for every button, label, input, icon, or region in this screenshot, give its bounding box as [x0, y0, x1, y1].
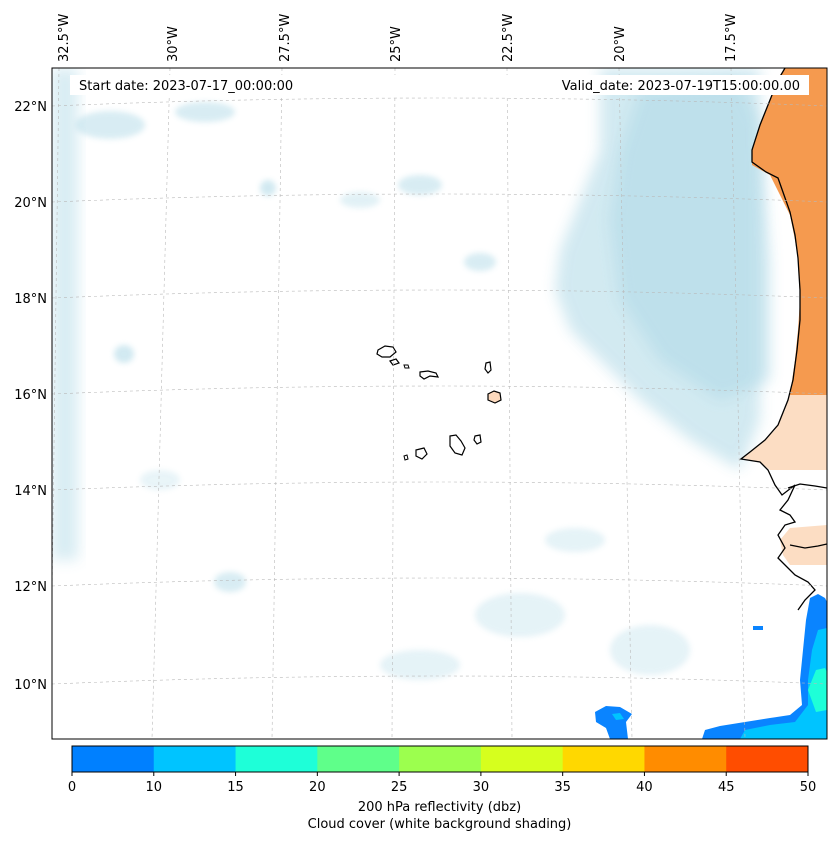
colorbar-segment	[317, 746, 400, 772]
colorbar-title-line1: 200 hPa reflectivity (dbz)	[357, 800, 522, 815]
cloud-patch	[545, 528, 605, 552]
lat-label: 12°N	[14, 580, 47, 595]
cloud-band-west	[52, 68, 78, 560]
lon-label: 32.5°W	[57, 14, 72, 62]
colorbar-segment	[726, 746, 809, 772]
colorbar-tick-label: 25	[391, 780, 408, 795]
cloud-patch	[140, 470, 180, 490]
colorbar-tick-label: 20	[309, 780, 326, 795]
lon-label: 20°W	[613, 26, 628, 62]
colorbar-title-line2: Cloud cover (white background shading)	[307, 817, 572, 832]
colorbar-segment	[480, 746, 564, 772]
colorbar-segment	[153, 746, 237, 772]
land-senegal-peach	[742, 395, 827, 470]
colorbar-frame	[71, 745, 809, 773]
lon-label: 22.5°W	[501, 14, 516, 62]
colorbar: 0 10 15 20 25 30 35 40 45 50	[68, 745, 816, 795]
island-brava	[403, 454, 409, 461]
island-santo-antao	[376, 345, 397, 358]
lon-label: 30°W	[166, 26, 181, 62]
cloud-patch	[75, 111, 145, 139]
lat-label: 20°N	[14, 196, 47, 211]
lon-label: 17.5°W	[724, 14, 739, 62]
colorbar-tick-label: 30	[473, 780, 490, 795]
graticule	[52, 68, 827, 739]
colorbar-tick-label: 15	[227, 780, 244, 795]
colorbar-tick-label: 45	[718, 780, 735, 795]
land-gambia-peach	[780, 525, 827, 565]
cloud-cover-shading	[52, 68, 770, 680]
info-band	[70, 75, 809, 95]
cloud-patch	[380, 650, 460, 680]
colorbar-segment	[644, 746, 727, 772]
echo-cyan-south-east	[740, 628, 827, 739]
island-fogo	[415, 447, 428, 460]
colorbar-tick-label: 50	[800, 780, 817, 795]
cloud-patch	[398, 175, 442, 195]
colorbar-segment	[72, 746, 155, 772]
land-mauritania-orange	[752, 68, 827, 395]
echo-cyan-south-central	[612, 713, 624, 720]
border-guinea-bissau	[789, 543, 827, 549]
island-sao-vicente	[389, 358, 400, 366]
colorbar-segment	[562, 746, 645, 772]
cloud-patch	[114, 345, 134, 363]
cloud-patch	[340, 192, 380, 208]
lon-label: 27.5°W	[278, 14, 293, 62]
start-date-label: Start date: 2023-07-17_00:00:00	[79, 79, 293, 94]
colorbar-tick-label: 40	[636, 780, 653, 795]
lat-label: 10°N	[14, 678, 47, 693]
echo-teal-south-east	[808, 668, 827, 712]
echo-blue-south-central	[595, 706, 632, 739]
lon-label: 25°W	[389, 26, 404, 62]
longitude-labels: 32.5°W 30°W 27.5°W 25°W 22.5°W 20°W 17.5…	[57, 14, 739, 62]
island-sal	[484, 361, 492, 374]
colorbar-tick-label: 0	[68, 780, 76, 795]
colorbar-ticks: 0 10 15 20 25 30 35 40 45 50	[68, 772, 816, 795]
valid-date-label: Valid_date: 2023-07-19T15:00:00.00	[562, 79, 800, 94]
colorbar-segment	[235, 746, 318, 772]
cloud-patch	[260, 180, 276, 196]
colorbar-tick-label: 10	[146, 780, 163, 795]
cloud-patch	[464, 253, 496, 271]
lat-label: 14°N	[14, 484, 47, 499]
island-santa-luzia	[403, 364, 410, 369]
colorbar-segments	[72, 746, 809, 772]
latitude-labels: 22°N 20°N 18°N 16°N 14°N 12°N 10°N	[14, 100, 47, 693]
cloud-patch	[175, 102, 235, 122]
island-boa-vista	[487, 390, 502, 404]
cloud-patch	[475, 593, 565, 637]
island-maio	[473, 434, 482, 445]
cloud-band-east-core	[610, 80, 770, 400]
colorbar-tick-label: 35	[554, 780, 571, 795]
island-sao-nicolau	[419, 370, 440, 380]
cloud-patch	[610, 625, 690, 675]
lat-label: 22°N	[14, 100, 47, 115]
lat-label: 18°N	[14, 292, 47, 307]
lat-label: 16°N	[14, 388, 47, 403]
colorbar-segment	[399, 746, 482, 772]
coastline-africa	[739, 68, 816, 611]
echo-blue-small	[753, 626, 763, 630]
reflectivity-echoes	[595, 594, 827, 739]
island-santiago	[449, 434, 466, 456]
gambia-river-outline	[787, 483, 827, 489]
cloud-patch	[214, 572, 246, 592]
map-border	[51, 67, 828, 740]
cape-verde-islands	[376, 345, 502, 461]
